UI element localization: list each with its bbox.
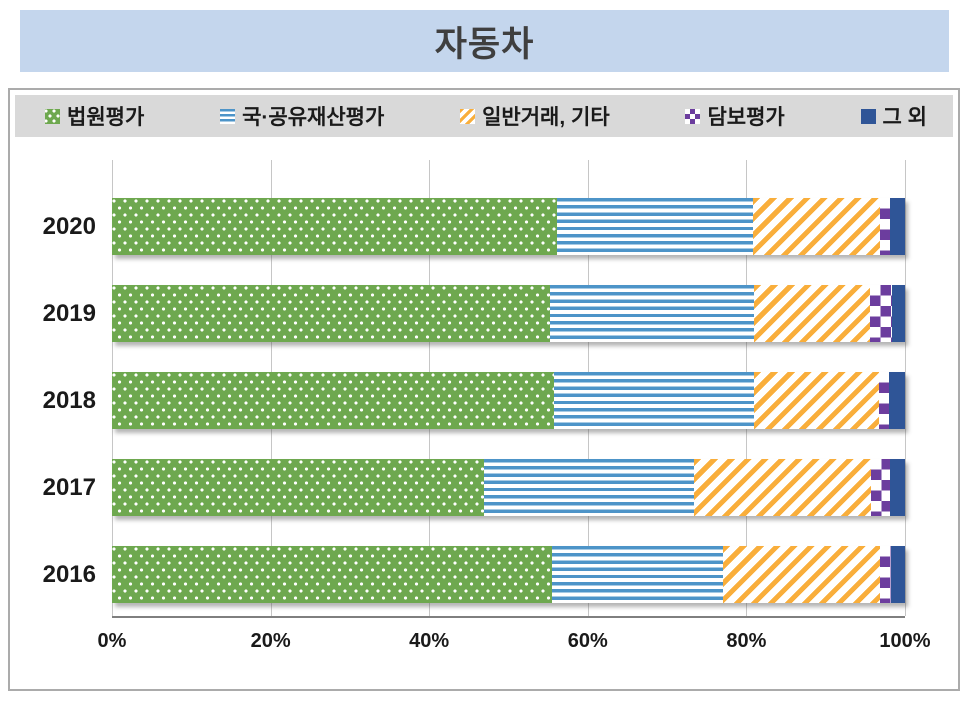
blue-horizontal-stripes-legend-marker-icon (220, 108, 236, 124)
purple-checkerboard-legend-marker-icon (685, 108, 701, 124)
plot-area: 2020 2019 2018 2017 2016 0% 20% 40% 60% 80% 100% (15, 137, 953, 682)
legend-label: 법원평가 (67, 106, 145, 129)
bar-segment-blue-horizontal-stripes (552, 546, 724, 603)
stacked-bar-2019 (112, 285, 905, 342)
legend-item-2: 일반거래, 기타 (460, 101, 610, 131)
bar-segment-solid-navy (890, 546, 905, 603)
bar-segment-purple-checkerboard (870, 459, 890, 516)
bars-layer (112, 183, 905, 618)
bar-segment-green-dots (112, 372, 554, 429)
x-axis-tick-label: 0% (97, 630, 127, 652)
chart-title-banner: 자동차 (20, 10, 949, 72)
bar-segment-purple-checkerboard (880, 198, 890, 255)
legend-item-3: 담보평가 (685, 101, 785, 131)
bar-segment-green-dots (112, 285, 550, 342)
x-axis-tick-label: 80% (726, 630, 767, 652)
y-axis-label-2018: 2018 (42, 386, 96, 414)
legend-item-0: 법원평가 (45, 101, 144, 131)
bar-row-2017 (112, 444, 905, 531)
bar-segment-blue-horizontal-stripes (483, 459, 695, 516)
legend-label: 일반거래, 기타 (482, 106, 610, 129)
legend-item-4: 그 외 (860, 101, 927, 131)
bar-segment-orange-diagonal-stripes (753, 285, 871, 342)
x-axis-tick-label: 40% (409, 630, 450, 652)
page: 자동차 법원평가 국·공유재산평가 일반거래, 기타 담보평가 그 외 2020 2019… (0, 10, 969, 707)
bar-segment-solid-navy (889, 459, 905, 516)
stacked-bar-2017 (112, 459, 905, 516)
x-axis-tick-label: 60% (567, 630, 608, 652)
legend-label: 국·공유재산평가 (242, 106, 385, 129)
bar-segment-solid-navy (889, 198, 905, 255)
bar-segment-purple-checkerboard (870, 285, 892, 342)
bar-segment-blue-horizontal-stripes (556, 198, 753, 255)
bar-segment-orange-diagonal-stripes (753, 372, 879, 429)
x-axis-labels: 0% 20% 40% 60% 80% 100% (98, 630, 931, 660)
legend-label: 담보평가 (707, 106, 785, 129)
stacked-bar-2016 (112, 546, 905, 603)
stacked-bar-2018 (112, 372, 905, 429)
bar-segment-orange-diagonal-stripes (694, 459, 871, 516)
gridline (905, 160, 906, 616)
bar-segment-green-dots (112, 546, 553, 603)
bar-segment-solid-navy (889, 372, 905, 429)
bar-row-2018 (112, 357, 905, 444)
y-axis-label-2019: 2019 (42, 299, 96, 327)
page-title: 자동차 (434, 24, 535, 64)
bar-segment-orange-diagonal-stripes (752, 198, 881, 255)
x-axis-tick-label: 100% (879, 630, 931, 652)
legend-item-1: 국·공유재산평가 (220, 101, 384, 131)
bar-segment-blue-horizontal-stripes (553, 372, 754, 429)
bar-segment-purple-checkerboard (878, 372, 890, 429)
bar-segment-green-dots (112, 459, 484, 516)
green-dots-legend-marker-icon (45, 108, 60, 124)
solid-navy-legend-marker-icon (860, 108, 876, 124)
bar-segment-solid-navy (891, 285, 905, 342)
y-axis-label-2017: 2017 (42, 473, 96, 501)
bar-row-2019 (112, 270, 905, 357)
y-axis-label-2016: 2016 (42, 560, 96, 588)
y-axis-label-2020: 2020 (42, 212, 96, 240)
bar-row-2016 (112, 531, 905, 618)
stacked-bar-2020 (112, 198, 905, 255)
bar-segment-orange-diagonal-stripes (723, 546, 880, 603)
bar-segment-blue-horizontal-stripes (549, 285, 754, 342)
bar-row-2020 (112, 183, 905, 270)
legend-label: 그 외 (882, 106, 927, 129)
bar-segment-green-dots (112, 198, 557, 255)
y-axis-labels: 2020 2019 2018 2017 2016 (15, 183, 100, 618)
bar-segment-purple-checkerboard (879, 546, 891, 603)
orange-diagonal-stripes-legend-marker-icon (460, 108, 476, 124)
x-axis-tick-label: 20% (250, 630, 291, 652)
chart-legend: 법원평가 국·공유재산평가 일반거래, 기타 담보평가 그 외 (15, 95, 953, 137)
chart-frame: 법원평가 국·공유재산평가 일반거래, 기타 담보평가 그 외 2020 2019 2018… (8, 88, 960, 691)
